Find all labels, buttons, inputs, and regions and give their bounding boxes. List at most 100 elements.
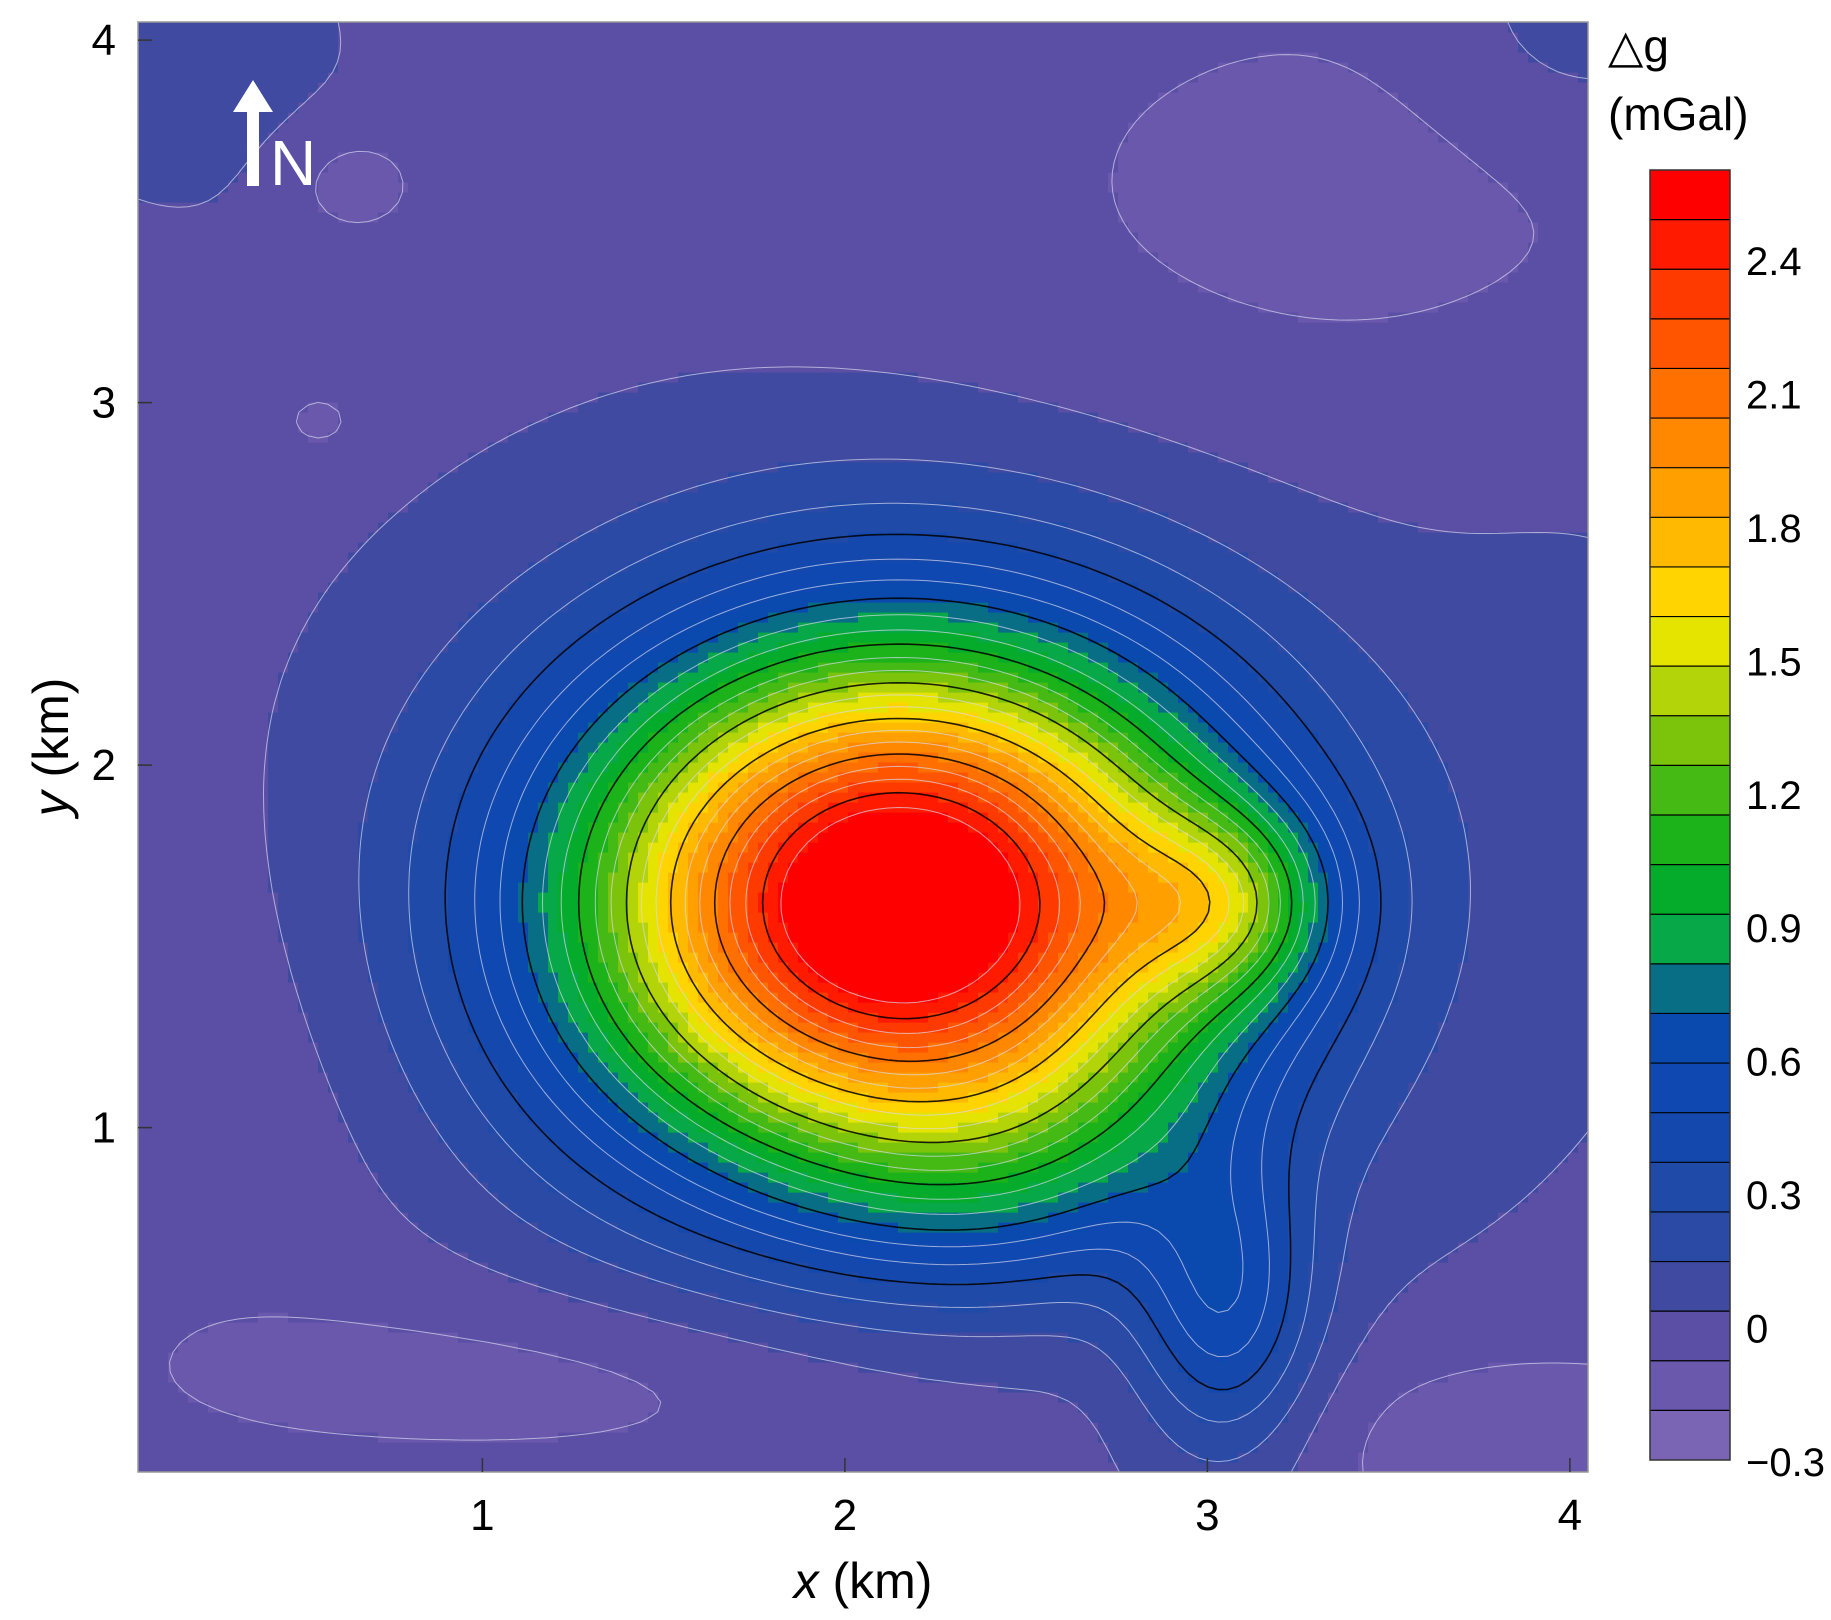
heatmap-cell xyxy=(848,1132,859,1143)
heatmap-cell xyxy=(888,1292,899,1303)
heatmap-cell xyxy=(748,1442,759,1453)
heatmap-cell xyxy=(148,1262,159,1273)
heatmap-cell xyxy=(458,1292,469,1303)
heatmap-cell xyxy=(1138,1172,1149,1183)
heatmap-cell xyxy=(158,1432,169,1443)
heatmap-cell xyxy=(1398,1452,1409,1463)
heatmap-cell xyxy=(558,1152,569,1163)
heatmap-cell xyxy=(328,1292,339,1303)
heatmap-cell xyxy=(258,1382,269,1393)
heatmap-cell xyxy=(1458,1262,1469,1273)
heatmap-cell xyxy=(1428,1382,1439,1393)
heatmap-cell xyxy=(548,1332,559,1343)
heatmap-cell xyxy=(708,1152,719,1163)
heatmap-cell xyxy=(1308,1192,1319,1203)
heatmap-cell xyxy=(308,1232,319,1243)
heatmap-cell xyxy=(918,1152,929,1163)
heatmap-cell xyxy=(378,1282,389,1293)
heatmap-cell xyxy=(898,1272,909,1283)
heatmap-cell xyxy=(1088,1162,1099,1173)
heatmap-cell xyxy=(1098,1322,1109,1333)
heatmap-cell xyxy=(248,1262,259,1273)
heatmap-cell xyxy=(448,1292,459,1303)
heatmap-cell xyxy=(1578,1172,1588,1183)
heatmap-cell xyxy=(1308,1272,1319,1283)
heatmap-cell xyxy=(448,1182,459,1193)
heatmap-cell xyxy=(488,1172,499,1183)
heatmap-cell xyxy=(918,1322,929,1333)
heatmap-cell xyxy=(778,1342,789,1353)
heatmap-cell xyxy=(618,1312,629,1323)
heatmap-cell xyxy=(578,1242,589,1253)
heatmap-cell xyxy=(1108,1382,1119,1393)
heatmap-cell xyxy=(1268,1432,1279,1443)
heatmap-cell xyxy=(1188,1152,1199,1163)
heatmap-cell xyxy=(728,1142,739,1153)
heatmap-cell xyxy=(978,1232,989,1243)
heatmap-cell xyxy=(1328,1382,1339,1393)
heatmap-cell xyxy=(878,1202,889,1213)
heatmap-cell xyxy=(1498,1452,1509,1463)
heatmap-cell xyxy=(1108,1322,1119,1333)
heatmap-cell xyxy=(418,1442,429,1453)
heatmap-cell xyxy=(148,1252,159,1263)
heatmap-cell xyxy=(1538,1372,1549,1383)
heatmap-cell xyxy=(168,1392,179,1403)
heatmap-cell xyxy=(1368,1312,1379,1323)
heatmap-cell xyxy=(348,1332,359,1343)
heatmap-cell xyxy=(408,1182,419,1193)
heatmap-cell xyxy=(448,1262,459,1273)
heatmap-cell xyxy=(788,1352,799,1363)
heatmap-cell xyxy=(1138,1142,1149,1153)
heatmap-cell xyxy=(1048,1422,1059,1433)
heatmap-cell xyxy=(1028,1372,1039,1383)
heatmap-cell xyxy=(558,1402,569,1413)
heatmap-cell xyxy=(1318,1362,1329,1373)
heatmap-cell xyxy=(1418,1332,1429,1343)
heatmap-cell xyxy=(968,1392,979,1403)
heatmap-cell xyxy=(1248,1352,1259,1363)
heatmap-cell xyxy=(1358,1182,1369,1193)
heatmap-cell xyxy=(368,1162,379,1173)
heatmap-cell xyxy=(1028,1242,1039,1253)
heatmap-cell xyxy=(238,1322,249,1333)
heatmap-cell xyxy=(1508,1162,1519,1173)
heatmap-cell xyxy=(1538,1282,1549,1293)
heatmap-cell xyxy=(1138,1152,1149,1163)
heatmap-cell xyxy=(1308,1382,1319,1393)
heatmap-cell xyxy=(998,1272,1009,1283)
heatmap-cell xyxy=(868,1342,879,1353)
heatmap-cell xyxy=(1468,1422,1479,1433)
heatmap-cell xyxy=(188,1232,199,1243)
heatmap-cell xyxy=(1378,1152,1389,1163)
heatmap-cell xyxy=(788,1132,799,1143)
heatmap-cell xyxy=(1578,1372,1588,1383)
heatmap-cell xyxy=(698,1222,709,1233)
heatmap-cell xyxy=(898,1302,909,1313)
heatmap-cell xyxy=(328,1422,339,1433)
heatmap-cell xyxy=(1438,1272,1449,1283)
heatmap-cell xyxy=(1238,1132,1249,1143)
heatmap-cell xyxy=(368,1152,379,1163)
heatmap-cell xyxy=(238,1182,249,1193)
heatmap-cell xyxy=(688,1302,699,1313)
heatmap-cell xyxy=(618,1152,629,1163)
heatmap-cell xyxy=(658,1252,669,1263)
heatmap-cell xyxy=(958,1432,969,1443)
heatmap-cell xyxy=(698,1362,709,1373)
heatmap-cell xyxy=(798,1382,809,1393)
heatmap-cell xyxy=(508,1212,519,1223)
heatmap-cell xyxy=(298,1262,309,1273)
heatmap-cell xyxy=(1478,1422,1489,1433)
heatmap-cell xyxy=(238,1332,249,1343)
heatmap-cell xyxy=(758,1322,769,1333)
heatmap-cell xyxy=(788,1322,799,1333)
heatmap-cell xyxy=(1198,1382,1209,1393)
heatmap-cell xyxy=(898,1152,909,1163)
heatmap-cell xyxy=(508,1252,519,1263)
heatmap-cell xyxy=(218,1352,229,1363)
heatmap-cell xyxy=(1018,1402,1029,1413)
heatmap-cell xyxy=(138,1282,149,1293)
heatmap-cell xyxy=(558,1132,569,1143)
heatmap-cell xyxy=(668,1412,679,1423)
